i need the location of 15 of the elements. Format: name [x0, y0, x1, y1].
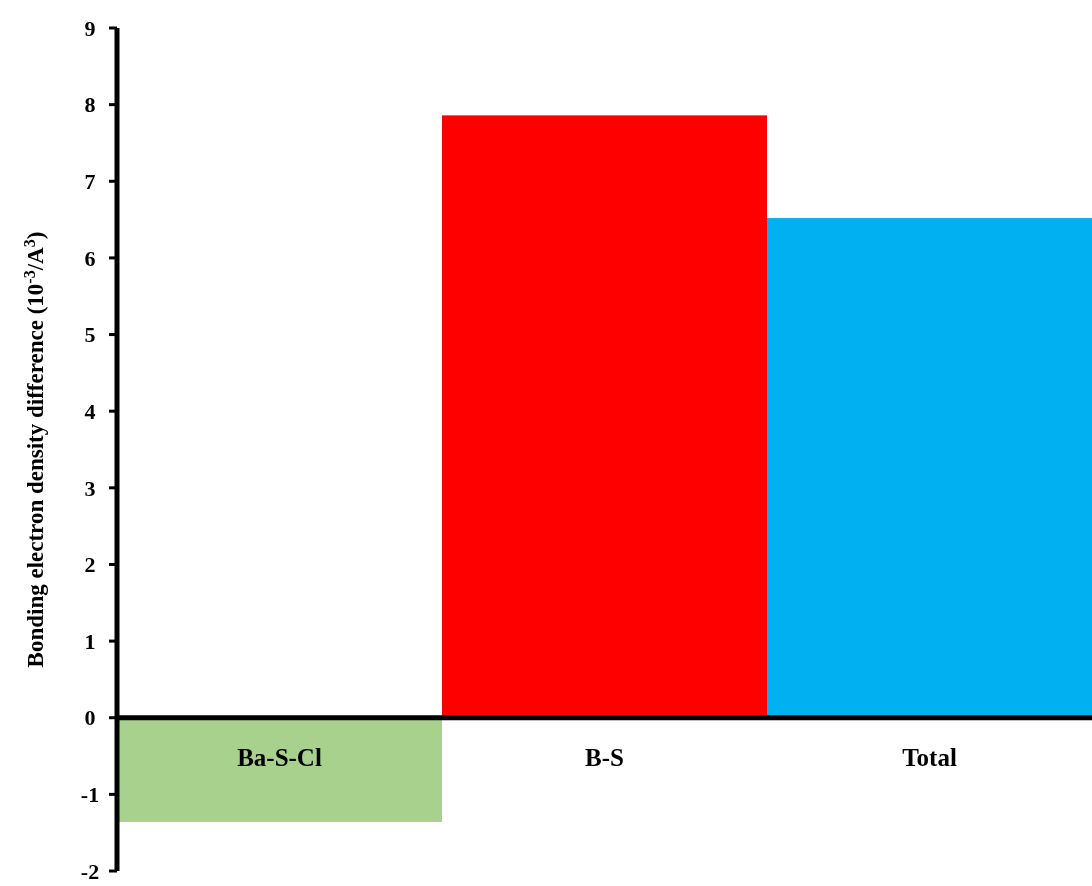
- y-tick-label: 1: [84, 628, 96, 654]
- y-tick-label: -1: [80, 782, 100, 808]
- y-tick-label: 2: [84, 552, 96, 578]
- y-tick-label: 9: [84, 15, 96, 41]
- y-tick-label: 6: [84, 245, 96, 271]
- y-tick-label: 0: [84, 705, 96, 731]
- y-tick-label: 5: [84, 322, 96, 348]
- y-tick-label: 3: [84, 475, 96, 501]
- y-tick-label: 7: [84, 168, 96, 194]
- x-tick-label: B-S: [585, 743, 624, 771]
- x-tick-label: Ba-S-Cl: [237, 743, 322, 771]
- y-tick-label: 4: [84, 398, 96, 424]
- x-tick-label: Total: [902, 743, 957, 771]
- y-tick-label: -2: [80, 858, 100, 884]
- y-tick-label: 8: [84, 92, 96, 118]
